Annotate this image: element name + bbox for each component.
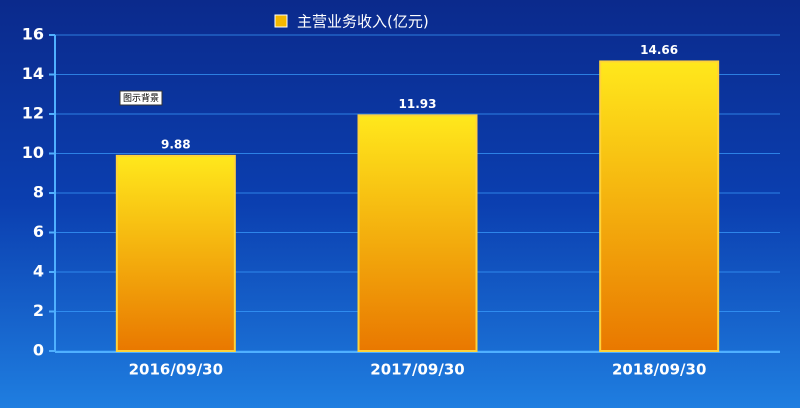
x-tick-label: 2016/09/30 [129, 361, 223, 379]
annotation: 图示背景 [123, 92, 159, 104]
value-label: 9.88 [161, 137, 191, 151]
y-tick-label: 12 [22, 104, 44, 123]
bar [599, 60, 720, 353]
y-tick-label: 8 [33, 183, 44, 202]
legend-swatch [274, 14, 288, 28]
y-tick-label: 4 [33, 262, 44, 281]
bar [357, 114, 478, 352]
y-tick-label: 10 [22, 143, 44, 162]
legend-label: 主营业务收入(亿元) [297, 13, 429, 31]
y-tick-label: 6 [33, 222, 44, 241]
x-tick-label: 2017/09/30 [370, 361, 464, 379]
value-label: 14.66 [640, 43, 678, 57]
value-label: 11.93 [399, 97, 437, 111]
bar [115, 154, 236, 352]
annotation-box [119, 90, 163, 106]
y-tick-label: 16 [22, 25, 44, 44]
x-tick-label: 2018/09/30 [612, 361, 706, 379]
y-tick-label: 14 [22, 64, 44, 83]
y-tick-label: 0 [33, 341, 44, 360]
y-tick-label: 2 [33, 301, 44, 320]
